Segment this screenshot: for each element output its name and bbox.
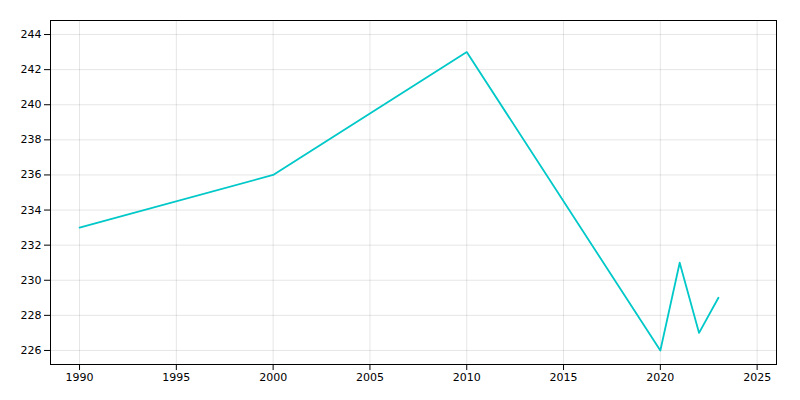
svg-text:244: 244 <box>21 28 42 41</box>
svg-text:232: 232 <box>21 239 42 252</box>
svg-text:234: 234 <box>21 204 42 217</box>
svg-text:2025: 2025 <box>743 371 771 384</box>
svg-text:228: 228 <box>21 309 42 322</box>
svg-text:1990: 1990 <box>66 371 94 384</box>
svg-text:2010: 2010 <box>453 371 481 384</box>
svg-text:2020: 2020 <box>646 371 674 384</box>
svg-text:226: 226 <box>21 344 42 357</box>
svg-text:2005: 2005 <box>356 371 384 384</box>
svg-text:2000: 2000 <box>259 371 287 384</box>
svg-text:1995: 1995 <box>162 371 190 384</box>
svg-text:2015: 2015 <box>550 371 578 384</box>
svg-text:230: 230 <box>21 274 42 287</box>
svg-text:238: 238 <box>21 133 42 146</box>
svg-text:242: 242 <box>21 63 42 76</box>
svg-text:236: 236 <box>21 168 42 181</box>
svg-text:240: 240 <box>21 98 42 111</box>
